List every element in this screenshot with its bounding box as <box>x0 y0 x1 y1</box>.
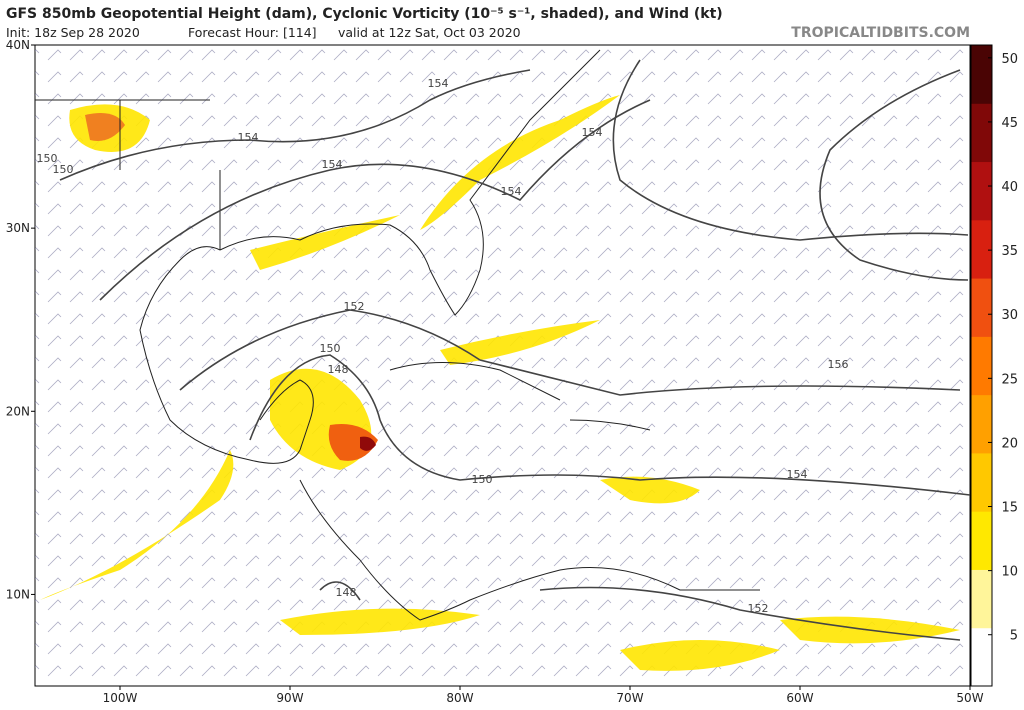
x-tick-label: 90W <box>276 691 303 705</box>
colorbar-swatch <box>971 394 992 454</box>
contour-label: 152 <box>344 300 365 313</box>
contour-label: 152 <box>748 602 769 615</box>
colorbar-swatch <box>971 45 992 104</box>
colorbar-swatch <box>971 452 992 512</box>
contour-label: 154 <box>238 131 259 144</box>
contour-label: 156 <box>828 358 849 371</box>
colorbar-swatch <box>971 219 992 279</box>
colorbar-tick-label: 20 <box>1001 436 1018 451</box>
contour-label: 148 <box>336 586 357 599</box>
height-contours <box>59 59 971 641</box>
x-tick-label: 80W <box>446 691 473 705</box>
contour-label: 154 <box>787 468 808 481</box>
colorbar-tick-label: 5 <box>1010 629 1018 644</box>
contour-label: 154 <box>322 158 343 171</box>
y-tick-label: 10N <box>6 587 30 601</box>
colorbar-frame <box>970 44 993 687</box>
colorbar-swatch <box>971 278 992 337</box>
y-tick-label: 30N <box>6 221 30 235</box>
x-tick-label: 70W <box>616 691 643 705</box>
colorbar-tick-label: 40 <box>1001 180 1018 195</box>
colorbar-tick-label: 50 <box>1001 52 1018 67</box>
init: Init: 18z Sep 28 2020 <box>6 25 140 40</box>
contour-label: 154 <box>428 77 449 90</box>
colorbar-tick-label: 45 <box>1001 116 1018 131</box>
contour-label: 150 <box>53 163 74 176</box>
coastlines <box>35 49 760 621</box>
colorbar-swatch <box>971 627 992 687</box>
contour-label: 150 <box>472 473 493 486</box>
contour-label: 150 <box>37 152 58 165</box>
colorbar-tick-label: 10 <box>1001 565 1018 580</box>
x-tick-label: 60W <box>786 691 813 705</box>
colorbar-swatch <box>971 336 992 396</box>
contour-label: 154 <box>501 185 522 198</box>
title: GFS 850mb Geopotential Height (dam), Cyc… <box>6 6 723 22</box>
colorbar-swatch <box>971 569 992 629</box>
y-tick-label: 20N <box>6 404 30 418</box>
valid-time: valid at 12z Sat, Oct 03 2020 <box>338 25 521 40</box>
colorbar-tick-label: 15 <box>1001 501 1018 516</box>
colorbar-tick-label: 25 <box>1001 372 1018 387</box>
contour-label: 150 <box>320 342 341 355</box>
colorbar-tick-label: 35 <box>1001 244 1018 259</box>
x-tick-label: 50W <box>956 691 983 705</box>
x-tick-label: 100W <box>103 691 138 705</box>
colorbar-tick-label: 30 <box>1001 308 1018 323</box>
contour-label: 154 <box>582 126 603 139</box>
contour-label: 148 <box>328 363 349 376</box>
y-tick-label: 40N <box>6 38 30 52</box>
colorbar-swatch <box>971 511 992 570</box>
site: TROPICALTIDBITS.COM <box>791 25 970 41</box>
forecast-hour: Forecast Hour: [114] <box>188 25 317 40</box>
colorbar-swatch <box>971 161 992 221</box>
colorbar-swatch <box>971 103 992 163</box>
